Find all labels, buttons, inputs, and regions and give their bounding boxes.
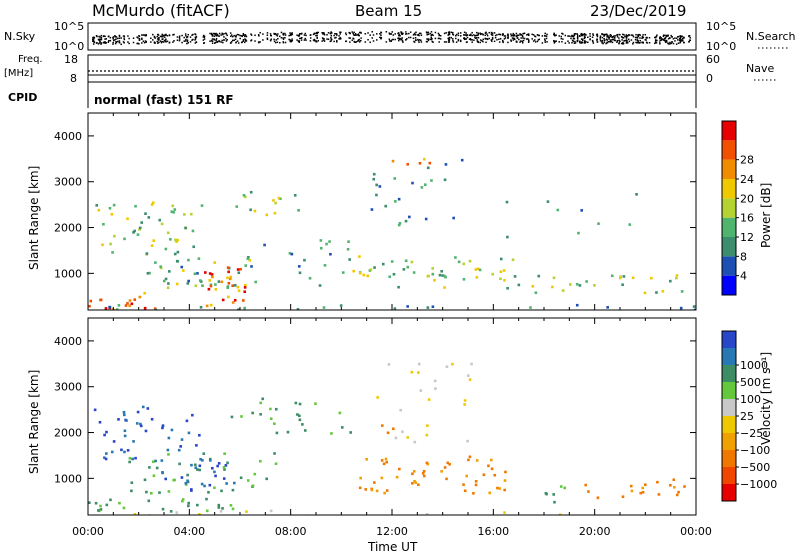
colorbar-swatch — [722, 331, 736, 348]
colorbar-swatch — [722, 121, 736, 141]
nsky-tick-low: 10^0 — [54, 40, 84, 53]
colorbar-swatch — [722, 217, 736, 237]
colorbar-swatch — [722, 179, 736, 199]
nsearch-tick-high: 10^5 — [706, 20, 736, 33]
beam-title: Beam 15 — [355, 2, 422, 20]
xtick-label: 00:00 — [72, 525, 104, 538]
xtick-label: 00:00 — [680, 525, 712, 538]
power-ylabel: Slant Range [km] — [27, 166, 41, 270]
date-title: 23/Dec/2019 — [590, 2, 686, 20]
velocity-ylabel: Slant Range [km] — [27, 370, 41, 474]
colorbar-tick: 8 — [740, 250, 747, 263]
velocity-yaxis: 1000 2000 3000 4000 — [54, 335, 696, 485]
power-colorbar: 4 8 12 16 20 24 28 — [721, 120, 754, 296]
colorbar-tick: 16 — [740, 212, 754, 225]
colorbar-tick: −1000 — [740, 478, 777, 491]
ytick-label: 3000 — [54, 176, 82, 189]
nsearch-label: N.Search — [746, 30, 796, 43]
colorbar-swatch — [722, 256, 736, 276]
velocity-heatmap — [88, 362, 686, 515]
colorbar-swatch — [722, 382, 736, 399]
colorbar-tick: −100 — [740, 444, 770, 457]
freq-unit: [MHz] — [4, 68, 33, 79]
velocity-colorbar-label: Velocity [m s⁻¹] — [759, 352, 773, 445]
xtick-label: 08:00 — [275, 525, 307, 538]
colorbar-tick: 24 — [740, 173, 754, 186]
nave-label: Nave — [746, 62, 774, 75]
colorbar-swatch — [722, 467, 736, 484]
ytick-label: 4000 — [54, 130, 82, 143]
station-title: McMurdo (fitACF) — [92, 1, 230, 20]
nsky-tick-high: 10^5 — [54, 20, 84, 33]
colorbar-swatch — [722, 275, 736, 295]
colorbar-tick: 1000 — [740, 359, 768, 372]
colorbar-swatch — [722, 450, 736, 467]
velocity-xlabel: Time UT — [367, 540, 418, 554]
colorbar-swatch — [722, 433, 736, 450]
ytick-label: 3000 — [54, 381, 82, 394]
power-panel: 1000 2000 3000 4000 Slant Range [km] 4 8 12 16… — [27, 112, 773, 311]
xtick-label: 16:00 — [477, 525, 509, 538]
power-colorbar-label: Power [dB] — [759, 183, 773, 248]
velocity-xaxis: 00:00 04:00 08:00 12:00 16:00 20:00 00:00 — [72, 318, 712, 538]
cpid-panel: CPID normal (fast) 151 RF — [8, 82, 697, 108]
ytick-label: 2000 — [54, 427, 82, 440]
freq-tick-low: 8 — [70, 72, 77, 85]
colorbar-tick: 4 — [740, 270, 747, 283]
nsky-label: N.Sky — [4, 30, 36, 43]
ytick-label: 2000 — [54, 222, 82, 235]
colorbar-swatch — [722, 198, 736, 218]
nave-tick-high: 60 — [706, 53, 720, 66]
colorbar-tick: 100 — [740, 393, 761, 406]
nave-tick-low: 0 — [706, 72, 713, 85]
power-yaxis: 1000 2000 3000 4000 — [54, 130, 696, 280]
freq-panel: Freq. [MHz] 18 8 60 0 Nave — [4, 53, 776, 85]
ytick-label: 1000 — [54, 472, 82, 485]
ytick-label: 4000 — [54, 335, 82, 348]
colorbar-swatch — [722, 159, 736, 179]
colorbar-swatch — [722, 237, 736, 257]
colorbar-tick: 12 — [740, 231, 754, 244]
colorbar-swatch — [722, 140, 736, 160]
xtick-label: 20:00 — [579, 525, 611, 538]
colorbar-tick: 25 — [740, 410, 754, 423]
nsky-trace — [92, 31, 692, 46]
colorbar-tick: −25 — [740, 427, 763, 440]
colorbar-swatch — [722, 484, 736, 501]
colorbar-tick: 28 — [740, 154, 754, 167]
cpid-text: normal (fast) 151 RF — [94, 93, 234, 107]
power-xaxis-ticks — [87, 113, 697, 310]
nsky-panel: N.Sky 10^5 10^0 10^5 10^0 N.Search — [4, 20, 796, 53]
colorbar-tick: −500 — [740, 461, 770, 474]
colorbar-swatch — [722, 399, 736, 416]
colorbar-tick: 500 — [740, 376, 761, 389]
nsearch-tick-low: 10^0 — [706, 40, 736, 53]
freq-label: Freq. — [18, 54, 43, 65]
colorbar-swatch — [722, 365, 736, 382]
colorbar-swatch — [722, 416, 736, 433]
freq-tick-high: 18 — [64, 53, 78, 66]
power-heatmap — [88, 157, 696, 310]
ytick-label: 1000 — [54, 267, 82, 280]
velocity-panel: 1000 2000 3000 4000 00:00 04:00 08:00 12:00 16:… — [27, 317, 777, 554]
colorbar-tick: 20 — [740, 192, 754, 205]
colorbar-swatch — [722, 348, 736, 365]
velocity-colorbar: −1000 −500 −100 −25 25 100 500 1000 — [721, 330, 777, 502]
xtick-label: 12:00 — [376, 525, 408, 538]
xtick-label: 04:00 — [173, 525, 205, 538]
cpid-label: CPID — [8, 91, 37, 104]
